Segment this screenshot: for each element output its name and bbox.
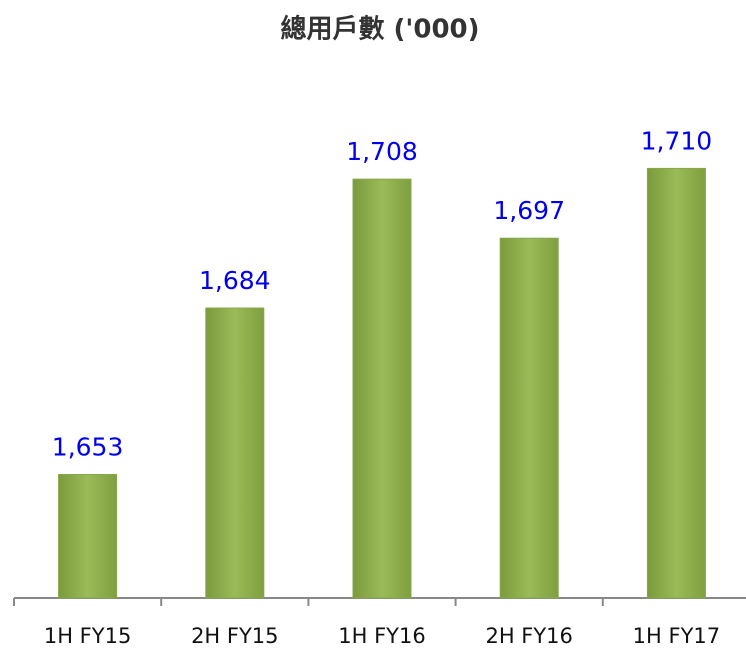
value-label: 1,708 <box>346 137 418 166</box>
x-tick-label: 1H FY16 <box>338 624 425 648</box>
x-tick-label: 2H FY15 <box>191 624 278 648</box>
x-tick-label: 1H FY15 <box>44 624 131 648</box>
x-tick-label: 2H FY16 <box>485 624 572 648</box>
chart-title: 總用戶數 ('000) <box>280 14 479 45</box>
x-tick-label: 1H FY17 <box>633 624 720 648</box>
bar <box>646 167 706 599</box>
value-label: 1,697 <box>493 196 565 225</box>
bar <box>352 178 412 599</box>
value-label: 1,684 <box>199 266 271 295</box>
value-label: 1,653 <box>52 432 124 461</box>
bar <box>58 473 118 599</box>
value-label: 1,710 <box>641 126 713 155</box>
bar <box>499 237 559 599</box>
bar <box>205 307 265 599</box>
